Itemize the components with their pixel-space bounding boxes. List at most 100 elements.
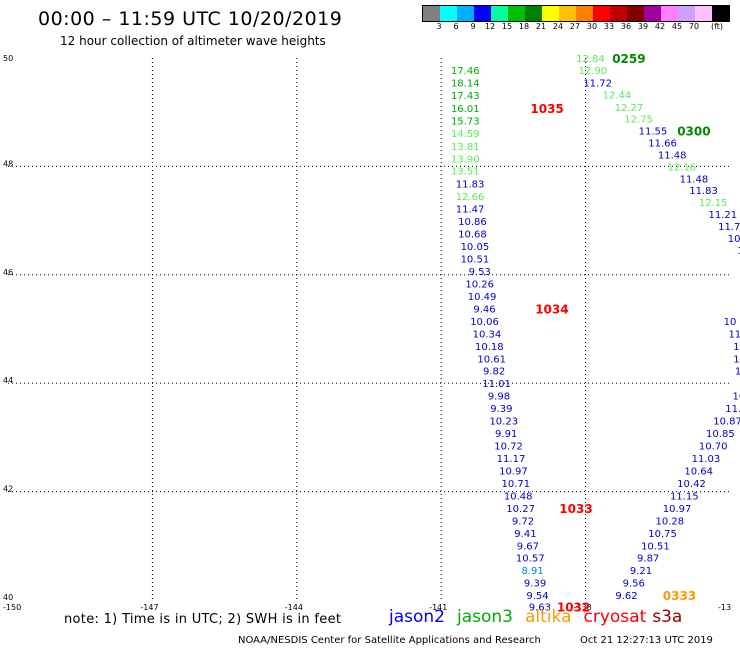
- color-swatch: [491, 6, 508, 21]
- swh-value-label: 10.27: [506, 504, 535, 515]
- color-swatch: [440, 6, 457, 21]
- pass-time-label: 1032: [557, 601, 590, 615]
- lon-tick-label: -141: [429, 603, 447, 612]
- swh-value-label: 11.48: [658, 150, 687, 161]
- swh-value-label: 13.51: [451, 167, 480, 178]
- swh-value-label: 10.57: [516, 554, 545, 565]
- swh-value-label: 11.55: [639, 127, 668, 138]
- swh-value-label: 11.15: [670, 491, 699, 502]
- swh-value-label: 10.87: [728, 234, 740, 245]
- swh-value-label: 12.84: [576, 54, 605, 65]
- pass-time-label: 0300: [677, 125, 710, 139]
- swh-value-label: 16.01: [451, 104, 480, 115]
- lat-tick-label: 42: [3, 485, 13, 494]
- swh-value-label: 10.70: [699, 442, 728, 453]
- lon-tick-label: -138: [574, 603, 592, 612]
- generated-timestamp: Oct 21 12:27:13 UTC 2019: [580, 635, 713, 646]
- swh-value-label: 10.80: [735, 367, 740, 378]
- legend-entry: cryosat: [583, 607, 647, 627]
- color-swatch: [627, 6, 644, 21]
- swh-value-label: 10.51: [641, 541, 670, 552]
- color-swatch: [644, 6, 661, 21]
- lon-tick-label: -144: [285, 603, 303, 612]
- color-swatch: [525, 6, 542, 21]
- swh-value-label: 12.44: [603, 90, 632, 101]
- swh-value-label: 11.08: [725, 404, 740, 415]
- swh-value-label: 9.54: [526, 591, 548, 602]
- color-swatch: [593, 6, 610, 21]
- swh-value-label: 11.21: [708, 210, 737, 221]
- color-swatch: [678, 6, 695, 21]
- swh-value-label: 11.66: [648, 139, 677, 150]
- color-swatch: [457, 6, 474, 21]
- swh-value-label: 12.27: [615, 103, 644, 114]
- swh-value-label: 9.72: [512, 516, 534, 527]
- swh-value-label: 12.15: [699, 198, 728, 209]
- swh-value-label: 10.87: [713, 417, 740, 428]
- swh-value-label: 9.62: [615, 591, 637, 602]
- color-swatch: [695, 6, 712, 21]
- pass-time-label: 0259: [612, 52, 645, 66]
- swh-value-label: 10.85: [706, 429, 735, 440]
- color-swatch: [610, 6, 627, 21]
- color-scale-label: 33: [603, 22, 615, 31]
- swh-value-label: 13.90: [451, 154, 480, 165]
- legend-entry: s3a: [652, 607, 683, 627]
- lon-tick-label: -147: [140, 603, 158, 612]
- color-scale-label: 24: [552, 22, 564, 31]
- color-scale-label: (ft): [710, 22, 724, 31]
- swh-value-label: 10.86: [458, 217, 487, 228]
- swh-value-label: 18.14: [451, 78, 480, 89]
- swh-value-label: 12.75: [624, 115, 653, 126]
- swh-value-label: 15.73: [451, 116, 480, 127]
- swh-value-label: 10: [724, 317, 737, 328]
- swh-value-label: 10.51: [461, 255, 490, 266]
- swh-value-label: 11.03: [692, 454, 721, 465]
- swh-value-label: 12.66: [456, 192, 485, 203]
- legend-entry: jason3: [457, 607, 513, 627]
- swh-value-label: 10.49: [468, 292, 497, 303]
- credit-line: NOAA/NESDIS Center for Satellite Applica…: [238, 635, 541, 646]
- swh-value-label: 10.28: [656, 516, 685, 527]
- swh-value-label: 9.63: [529, 603, 551, 614]
- pass-time-label: 1034: [535, 302, 568, 316]
- swh-value-label: 10.42: [677, 479, 706, 490]
- swh-value-label: 9.82: [483, 367, 505, 378]
- color-swatch: [542, 6, 559, 21]
- swh-value-label: 11.7: [733, 354, 740, 365]
- color-swatch: [576, 6, 593, 21]
- swh-value-label: 10.48: [504, 491, 533, 502]
- swh-value-label: 9.39: [524, 579, 546, 590]
- legend-entry: jason2: [389, 607, 445, 627]
- swh-value-label: 10.23: [489, 417, 518, 428]
- swh-value-label: 9.21: [630, 566, 652, 577]
- color-swatch: [423, 6, 440, 21]
- lat-tick-label: 40: [3, 593, 13, 602]
- color-swatch: [712, 6, 729, 21]
- color-scale-label: 42: [654, 22, 666, 31]
- swh-value-label: 17.43: [451, 91, 480, 102]
- swh-value-label: 10.18: [475, 342, 504, 353]
- swh-value-label: 8.91: [522, 566, 544, 577]
- swh-value-label: 10.94: [733, 392, 740, 403]
- color-scale-label: 12: [484, 22, 496, 31]
- color-scale-label: 70: [688, 22, 700, 31]
- pass-time-label: 0333: [663, 589, 696, 603]
- lon-tick-label: -13: [718, 603, 731, 612]
- color-scale-label: 15: [501, 22, 513, 31]
- swh-value-label: 12.90: [578, 66, 607, 77]
- swh-value-label: 10.72: [494, 442, 523, 453]
- swh-value-label: 11.72: [583, 78, 612, 89]
- color-scale-label: 30: [586, 22, 598, 31]
- color-scale-bar: [422, 5, 730, 22]
- swh-value-label: 11.37: [737, 246, 740, 257]
- swh-value-label: 10.06: [470, 317, 499, 328]
- swh-value-label: 10.64: [684, 466, 713, 477]
- color-scale-label: 18: [518, 22, 530, 31]
- swh-value-label: 10.61: [477, 354, 506, 365]
- swh-value-label: 10.75: [648, 529, 677, 540]
- color-swatch: [508, 6, 525, 21]
- pass-time-label: 1033: [559, 502, 592, 516]
- swh-value-label: 10.71: [501, 479, 530, 490]
